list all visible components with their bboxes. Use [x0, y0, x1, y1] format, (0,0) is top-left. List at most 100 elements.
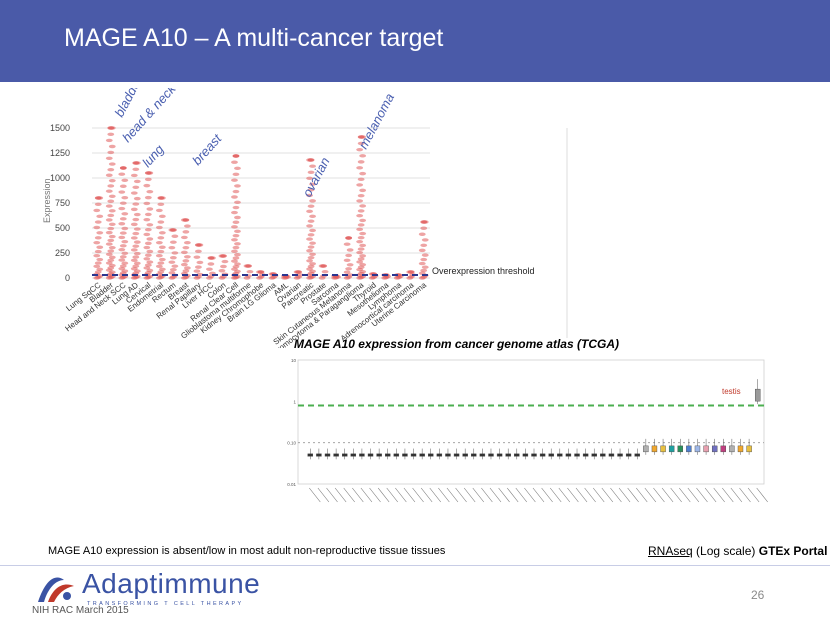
data-point [96, 214, 104, 219]
y-tick-label: 0.01 [287, 482, 296, 487]
data-point [108, 162, 116, 166]
tissue-label-mark [369, 487, 381, 503]
data-point [118, 206, 126, 211]
data-point [133, 179, 141, 184]
tissue-labels [309, 487, 768, 503]
data-point [356, 227, 364, 232]
data-point [94, 270, 102, 274]
data-point-max [232, 154, 240, 158]
data-point [143, 257, 151, 261]
data-point [246, 270, 254, 274]
tissue-box [582, 453, 589, 457]
data-point [144, 195, 152, 200]
data-point [309, 164, 316, 168]
data-point [346, 248, 354, 252]
data-point [96, 245, 104, 249]
data-point [93, 208, 101, 213]
data-point-max [257, 270, 265, 274]
logo-tagline: TRANSFORMING T CELL THERAPY [87, 601, 244, 607]
data-point [359, 204, 367, 208]
tissue-label-mark [334, 487, 347, 503]
tissue-label-mark [541, 487, 553, 503]
data-point [118, 222, 126, 226]
data-point [107, 249, 115, 253]
data-point [232, 220, 240, 224]
tcga-chart-title: MAGE A10 expression from cancer genome a… [294, 337, 619, 351]
frame-rect [297, 359, 765, 485]
data-point [108, 222, 116, 226]
annotation-label: melanoma [355, 91, 397, 152]
data-point [345, 253, 353, 258]
data-point [421, 253, 429, 257]
data-point [155, 264, 163, 269]
tissue-box [574, 453, 580, 457]
tissue-label-mark [446, 487, 459, 503]
tissue-label-mark [403, 487, 416, 503]
annotation-label: ovarian [299, 155, 332, 200]
tissue-box [359, 453, 365, 457]
tissue-box [479, 453, 486, 457]
tissue-box [324, 453, 331, 457]
data-point [119, 264, 127, 268]
data-point [132, 255, 140, 259]
data-point [157, 261, 165, 265]
data-point [307, 255, 315, 260]
data-point [155, 240, 163, 245]
data-point [307, 233, 315, 237]
data-point [107, 168, 115, 172]
data-point [418, 232, 426, 236]
data-point [306, 176, 313, 181]
data-point [121, 251, 129, 256]
data-point [169, 240, 177, 244]
tissue-label-mark [592, 487, 605, 503]
data-point [146, 190, 154, 194]
data-point [105, 230, 113, 235]
tissue-boxes [307, 379, 761, 460]
data-point [107, 184, 115, 188]
data-point [130, 248, 138, 252]
data-point-max [420, 220, 428, 224]
data-point [306, 259, 313, 263]
data-point [144, 253, 152, 257]
data-point [418, 248, 426, 253]
tissue-box [445, 453, 451, 457]
tissue-box [385, 453, 391, 457]
data-point [121, 212, 129, 216]
tissue-box [746, 445, 752, 453]
data-point [221, 259, 229, 264]
data-point [157, 202, 165, 207]
data-point [180, 250, 188, 255]
data-point [132, 244, 140, 248]
tissue-box [668, 445, 675, 453]
data-point [359, 243, 367, 248]
y-tick-label: 0 [65, 273, 70, 283]
tissue-label-mark [506, 487, 519, 503]
tissue-label-mark [309, 487, 321, 503]
data-point-max [132, 161, 140, 165]
tissue-label-mark [584, 487, 596, 503]
data-point [118, 266, 126, 271]
data-point-max [357, 135, 365, 139]
annotation-label: breast [189, 130, 225, 168]
data-point [108, 178, 116, 183]
data-point [357, 177, 365, 182]
tissue-box [462, 453, 468, 457]
tissue-box [514, 453, 520, 457]
data-point [119, 201, 127, 205]
data-point [119, 255, 127, 259]
data-point [309, 182, 316, 186]
data-point [105, 261, 113, 265]
data-point [182, 269, 190, 273]
gtex-caption-scale: (Log scale) [696, 544, 756, 558]
data-point [118, 258, 126, 262]
data-point [356, 250, 364, 255]
tissue-label-mark [386, 487, 398, 503]
data-point [155, 225, 163, 230]
data-point [232, 245, 240, 250]
data-point [182, 259, 190, 263]
data-point [169, 268, 177, 272]
data-point [234, 215, 241, 220]
data-point [182, 230, 190, 234]
data-point [107, 238, 115, 243]
